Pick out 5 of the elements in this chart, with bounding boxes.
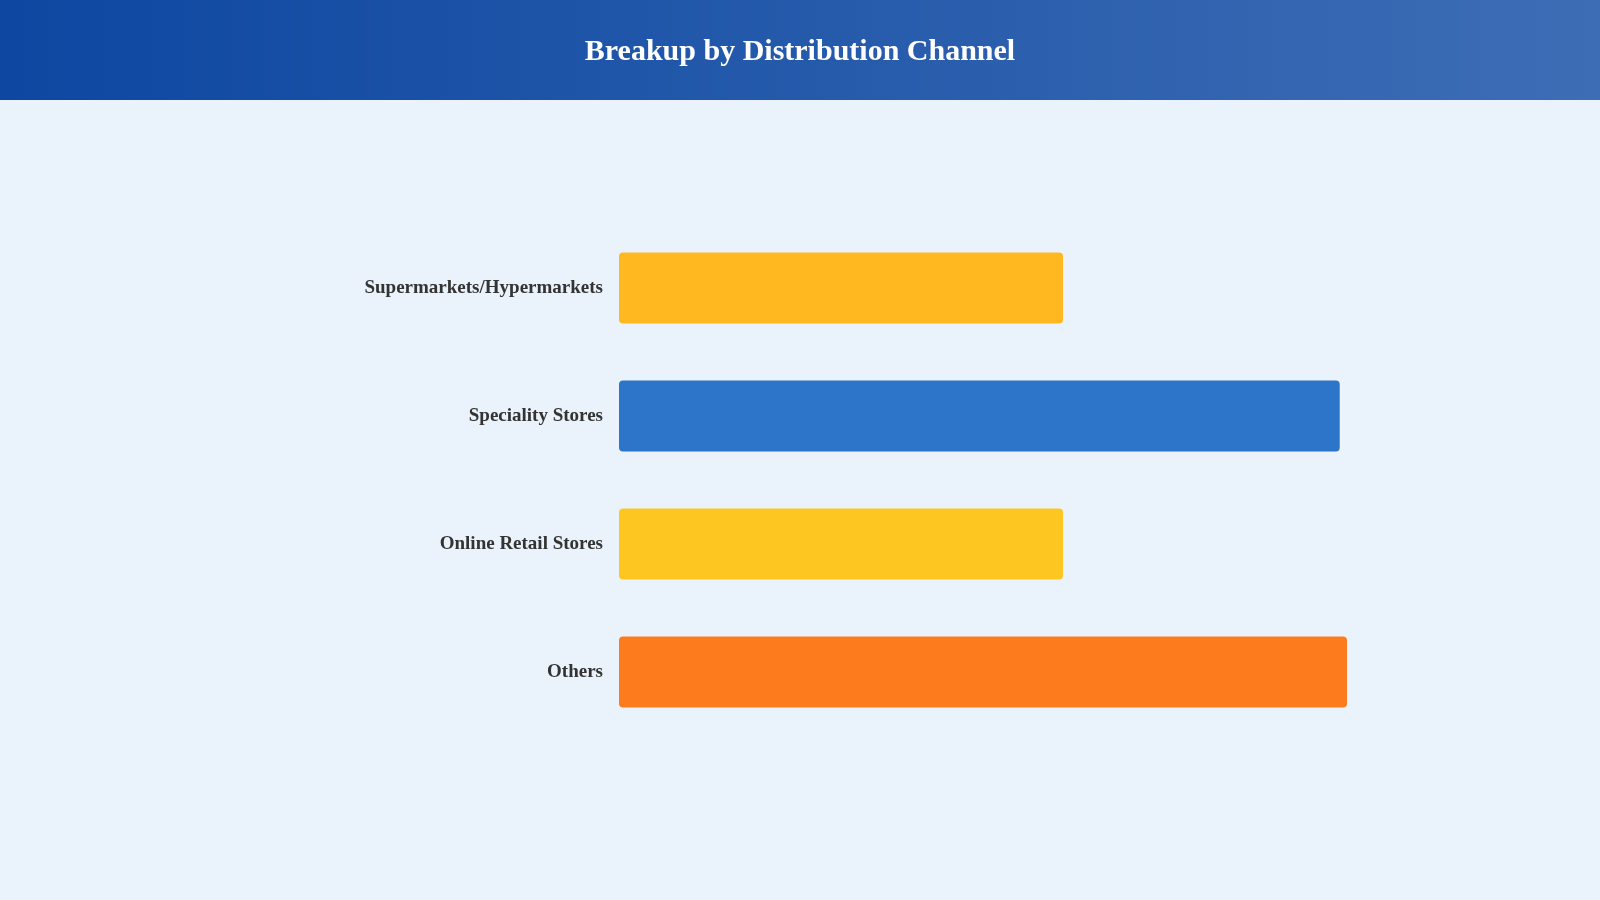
y-tick-label: Speciality Stores <box>468 403 603 425</box>
y-tick-label: Supermarkets/Hypermarkets <box>364 275 603 297</box>
chart-title: Breakup by Distribution Channel <box>584 33 1016 67</box>
y-tick-label: Others <box>547 659 603 681</box>
y-tick-label: Online Retail Stores <box>439 531 603 553</box>
